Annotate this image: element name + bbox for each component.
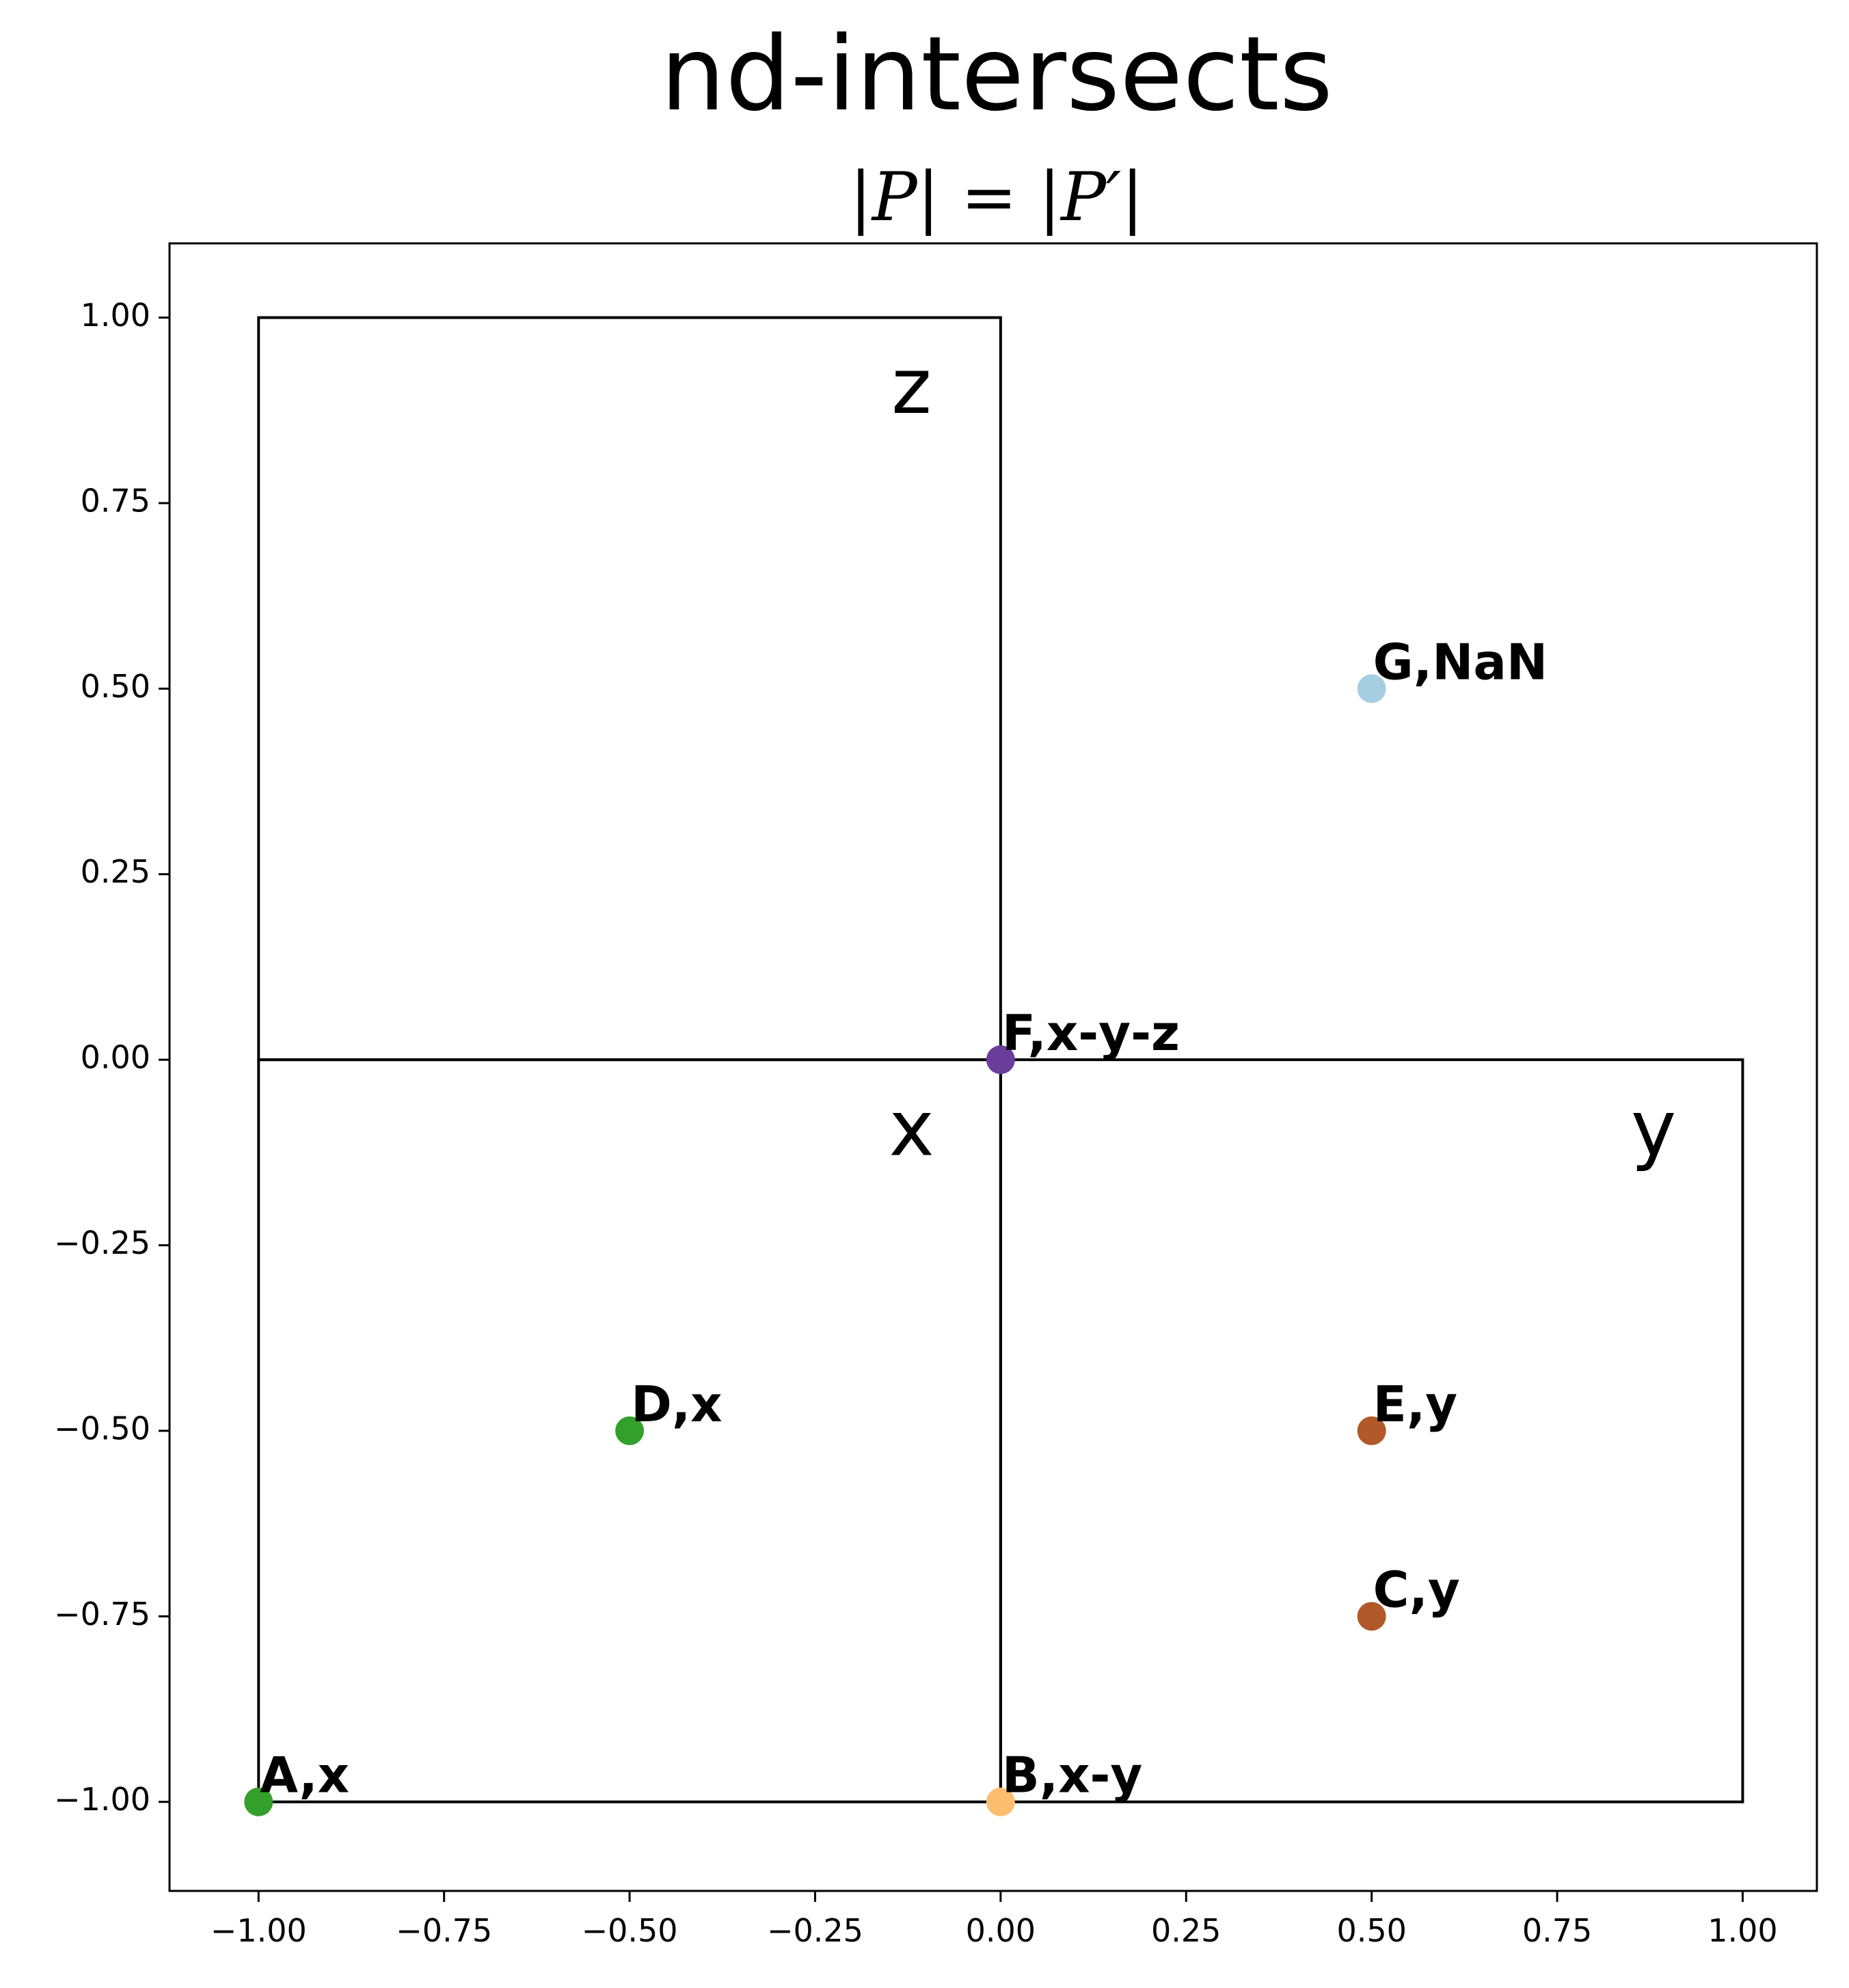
axis-ticks: −1.00 −0.75 −0.50 −0.25 0.00 0.25 0.50 0.75 1.00…	[54, 297, 1778, 1949]
y-tick-label: −0.75	[54, 1596, 150, 1633]
regions-layer: z x y	[257, 316, 1744, 1803]
chart-title: nd-intersects	[660, 15, 1333, 134]
x-tick-label: −0.25	[767, 1912, 863, 1949]
point-marker	[986, 1045, 1015, 1075]
x-tick-label: −0.50	[582, 1912, 678, 1949]
region-label-z: z	[891, 342, 932, 431]
point-marker	[1357, 1416, 1386, 1445]
x-tick-label: 1.00	[1708, 1912, 1777, 1949]
x-tick-label: 0.75	[1522, 1912, 1592, 1949]
y-tick-label: 0.50	[81, 668, 150, 705]
point-label: D,x	[631, 1375, 723, 1433]
y-tick-label: 0.25	[81, 853, 150, 890]
point-marker	[615, 1416, 645, 1445]
y-tick-label: −1.00	[54, 1781, 150, 1818]
point-label: B,x-y	[1002, 1747, 1143, 1804]
plot-area-frame	[168, 242, 1818, 1892]
y-tick-label: −0.25	[54, 1224, 150, 1261]
chart-subtitle: |P| = |P′|	[850, 159, 1144, 237]
point-label: A,x	[260, 1747, 349, 1804]
x-tick-label: −0.75	[396, 1912, 492, 1949]
x-tick-label: 0.00	[966, 1912, 1036, 1949]
y-tick-label: 0.00	[81, 1039, 150, 1076]
point-marker	[244, 1787, 273, 1816]
x-tick-label: 0.25	[1151, 1912, 1221, 1949]
point-label: F,x-y-z	[1002, 1004, 1180, 1062]
x-tick-label: −1.00	[211, 1912, 307, 1949]
point-marker	[1357, 674, 1386, 703]
region-box-y	[999, 1058, 1744, 1803]
point-label: E,y	[1373, 1375, 1457, 1433]
points-layer: A,x B,x-y C,y D,x E,y F,x-y-z G,NaN	[244, 633, 1548, 1816]
y-tick-label: 1.00	[81, 297, 150, 334]
region-box-z	[257, 316, 1002, 1062]
region-label-y: y	[1631, 1084, 1676, 1173]
point-label: G,NaN	[1373, 633, 1548, 690]
region-label-x: x	[889, 1084, 934, 1173]
point-marker	[986, 1787, 1015, 1816]
x-tick-label: 0.50	[1336, 1912, 1406, 1949]
y-tick-label: −0.50	[54, 1410, 150, 1447]
point-label: C,y	[1373, 1561, 1460, 1618]
y-tick-label: 0.75	[81, 482, 150, 519]
point-marker	[1357, 1602, 1386, 1631]
